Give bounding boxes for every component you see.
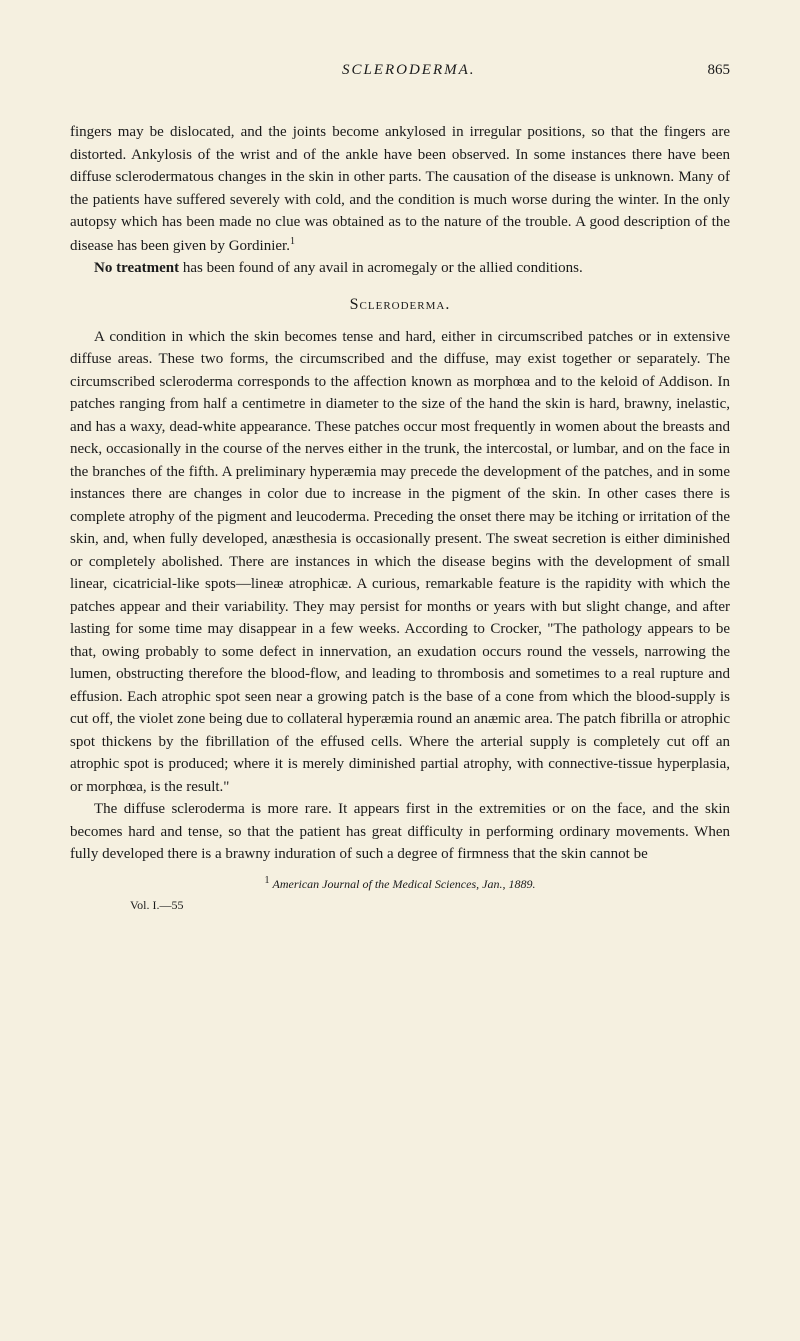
header-title: SCLERODERMA. — [110, 60, 708, 81]
footnote-text-content: American Journal of the Medical Sciences… — [273, 877, 536, 891]
paragraph-4: The diffuse scleroderma is more rare. It… — [70, 798, 730, 866]
document-page: SCLERODERMA. 865 fingers may be dislocat… — [0, 0, 800, 963]
paragraph-2: No treatment has been found of any avail… — [70, 257, 730, 280]
volume-line: Vol. I.—55 — [70, 897, 730, 914]
paragraph-2-rest: has been found of any avail in acromegal… — [179, 260, 583, 276]
footnote-marker: 1 — [265, 875, 270, 886]
footnote: 1 American Journal of the Medical Scienc… — [70, 874, 730, 893]
page-header: SCLERODERMA. 865 — [70, 60, 730, 81]
paragraph-1: fingers may be dislocated, and the joint… — [70, 121, 730, 257]
no-treatment-bold: No treatment — [94, 260, 179, 276]
section-heading-scleroderma: Scleroderma. — [70, 294, 730, 316]
page-number: 865 — [708, 60, 731, 81]
footnote-ref-1: 1 — [290, 236, 295, 247]
paragraph-3: A condition in which the skin becomes te… — [70, 326, 730, 799]
paragraph-1-text: fingers may be dislocated, and the joint… — [70, 124, 730, 254]
